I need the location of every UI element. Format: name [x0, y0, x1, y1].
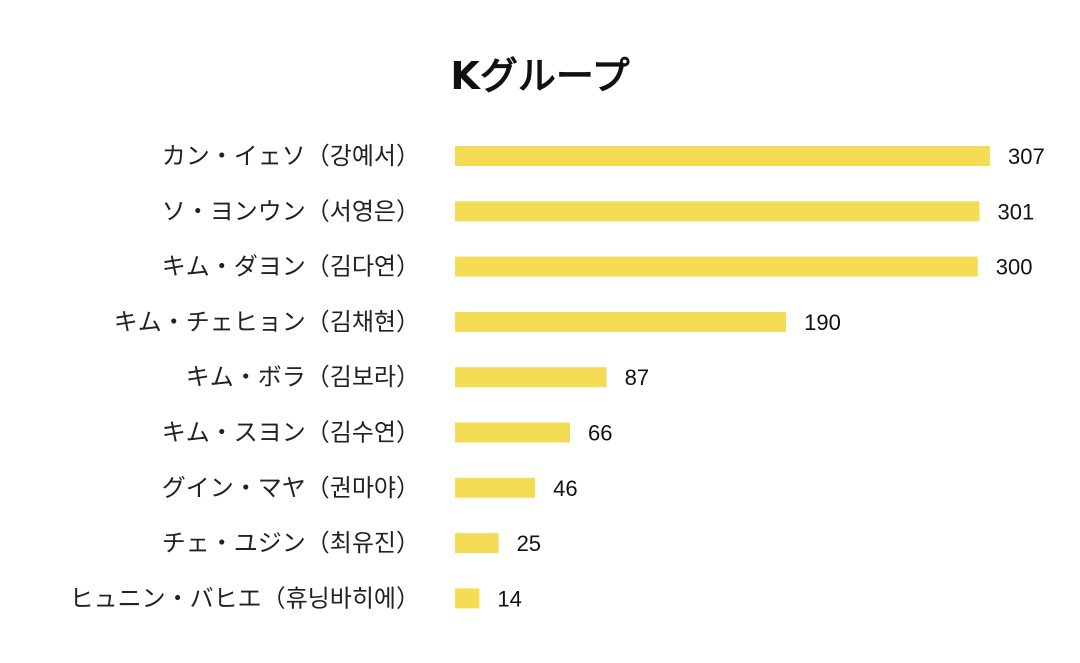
category-label: キム・チェヒョン（김채현） — [114, 308, 420, 336]
value-label: 46 — [553, 476, 577, 501]
category-label: カン・イェソ（강예서） — [162, 142, 420, 170]
category-label: ヒュニン・バヒエ（휴닝바히에） — [70, 584, 420, 612]
value-label: 307 — [1008, 144, 1045, 169]
value-label: 190 — [804, 310, 841, 335]
value-label: 25 — [517, 531, 541, 556]
category-label: チェ・ユジン（최유진） — [162, 529, 420, 557]
value-label: 301 — [998, 199, 1035, 224]
bar — [455, 422, 571, 443]
category-label: グイン・マヤ（권마야） — [162, 474, 420, 502]
bar — [455, 311, 787, 332]
value-label: 300 — [996, 255, 1033, 280]
category-label: キム・スヨン（김수연） — [162, 419, 420, 447]
bar — [455, 533, 499, 554]
value-label: 87 — [625, 365, 649, 390]
bar — [455, 146, 990, 166]
chart-title: Kグループ — [450, 54, 630, 98]
bar — [455, 256, 978, 277]
bar — [455, 588, 480, 609]
value-label: 14 — [497, 586, 521, 611]
value-label: 66 — [588, 421, 612, 446]
category-label: キム・ダヨン（김다연） — [162, 253, 420, 281]
category-label: キム・ボラ（김보라） — [186, 363, 420, 391]
bar — [455, 367, 607, 388]
bar — [455, 477, 536, 498]
category-label: ソ・ヨンウン（서영은） — [162, 197, 420, 225]
bar — [455, 201, 980, 222]
